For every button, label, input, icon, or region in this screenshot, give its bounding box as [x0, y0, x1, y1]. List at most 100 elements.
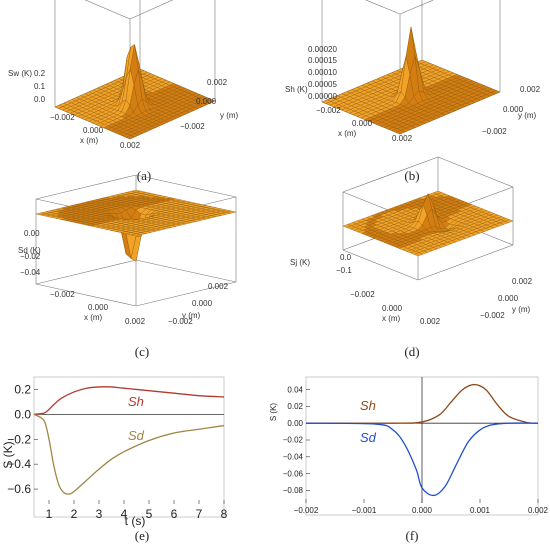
y-tick-d: −0.002	[480, 311, 505, 320]
x-tick-c: 0.000	[88, 303, 109, 312]
caption-d: (d)	[404, 344, 419, 359]
y-tick-b: 0.000	[503, 105, 524, 114]
x-axis-label-b: x (m)	[338, 129, 357, 138]
x-tick-label: 3	[96, 507, 103, 521]
y-tick-label: −0.6	[7, 482, 31, 496]
box-edge	[35, 174, 137, 200]
series-label-sd: Sd	[360, 430, 377, 445]
y-tick-label: −0.4	[7, 457, 31, 471]
z-tick-a: 0.2	[34, 69, 46, 78]
x-tick-c: −0.002	[50, 290, 75, 299]
caption-e: (e)	[135, 528, 149, 543]
surface-plot-a: Sw (K) 0.2 0.1 0.0 −0.002 0.000 0.002 x …	[8, 0, 239, 183]
series-line-sd	[305, 422, 539, 497]
box-edge	[365, 0, 401, 15]
x-tick-d: 0.000	[382, 304, 403, 313]
z-tick-c: −0.02	[20, 252, 41, 261]
x-tick-label: 0.001	[470, 506, 491, 515]
box-edge	[135, 259, 237, 283]
line-chart-e: 0.2 0.0 −0.2 −0.4 −0.6 1 2 3 4 5 6 7 8 Sh Sd S (K) t (…	[1, 376, 228, 543]
box-edge	[417, 244, 514, 281]
line-chart-f: 0.04 0.02 0.00 −0.02 −0.04 −0.06 −0.08 −0.002 −0…	[269, 376, 549, 543]
z-tick-b: 0.00020	[308, 45, 337, 54]
plot-area-f: 0.04 0.02 0.00 −0.02 −0.04 −0.06 −0.08 −0.002 −0…	[283, 377, 549, 515]
y-tick-label: −0.04	[283, 452, 304, 461]
caption-a: (a)	[137, 168, 151, 183]
box-edge	[135, 281, 237, 307]
box-edge	[35, 283, 137, 307]
y-axis-label-a: y (m)	[220, 111, 239, 120]
z-tick-c: 0.00	[24, 229, 40, 238]
plot-frame-e	[33, 376, 225, 518]
x-tick-a: −0.002	[50, 113, 75, 122]
surface-facet	[395, 130, 406, 135]
y-tick-label: 0.04	[287, 385, 303, 394]
x-tick-c: 0.002	[125, 317, 146, 326]
y-tick-label: 0.2	[14, 382, 31, 396]
surface-c	[35, 189, 237, 262]
x-tick-label: 6	[171, 507, 178, 521]
y-tick-a: 0.002	[207, 78, 228, 87]
z-axis-label-c: Sd (K)	[18, 246, 41, 255]
caption-c: (c)	[135, 344, 149, 359]
surface-facet	[125, 135, 135, 140]
box-edge	[129, 0, 174, 20]
box-edge	[84, 0, 131, 20]
x-tick-label: 4	[121, 507, 128, 521]
x-tick-label: 7	[196, 507, 203, 521]
y-axis-label-e: S (K)	[1, 441, 15, 468]
z-tick-a: 0.1	[34, 82, 46, 91]
surface-plot-d: Sj (K) 0.0 −0.1 −0.002 0.000 0.002 x (m)…	[290, 156, 533, 359]
y-tick-a: 0.000	[196, 97, 217, 106]
y-tick-b: 0.002	[520, 85, 541, 94]
z-tick-b: 0.00015	[308, 56, 337, 65]
series-label-sh: Sh	[360, 398, 376, 413]
x-tick-b: −0.002	[316, 106, 341, 115]
z-axis-label-b: Sh (K)	[285, 85, 308, 94]
x-tick-label: 0.000	[412, 506, 433, 515]
surface-plot-c: Sd (K) 0.00 −0.02 −0.04 −0.002 0.000 0.0…	[18, 174, 237, 359]
x-tick-label: 1	[46, 507, 53, 521]
z-tick-b: 0.00005	[308, 80, 337, 89]
x-tick-label: 5	[146, 507, 153, 521]
surface-b	[321, 26, 501, 135]
x-axis-label-c: x (m)	[84, 313, 103, 322]
surface-d	[342, 190, 514, 257]
y-tick-label: −0.02	[283, 436, 304, 445]
box-edge	[342, 156, 439, 193]
box-edge	[437, 156, 514, 188]
series-label-sh: Sh	[128, 394, 144, 409]
x-tick-label: −0.002	[294, 506, 319, 515]
x-axis-label-d: x (m)	[382, 314, 401, 323]
y-tick-label: −0.06	[283, 469, 304, 478]
x-tick-label: 0.002	[528, 506, 549, 515]
z-tick-d: 0.0	[340, 253, 352, 262]
series-line-sh	[33, 386, 225, 415]
caption-f: (f)	[406, 528, 419, 543]
x-tick-label: −0.001	[352, 506, 377, 515]
x-tick-d: 0.002	[420, 317, 441, 326]
series-line-sh	[305, 383, 539, 424]
x-axis-label-a: x (m)	[80, 136, 99, 145]
y-tick-label: 0.0	[14, 407, 31, 421]
y-tick-label: 0.00	[287, 419, 303, 428]
series-line-sd	[33, 413, 225, 495]
box-edge	[35, 259, 137, 285]
y-tick-c: −0.002	[168, 317, 193, 326]
y-tick-d: 0.002	[512, 277, 533, 286]
z-axis-label-a: Sw (K)	[8, 69, 32, 78]
x-tick-label: 2	[71, 507, 78, 521]
x-tick-a: 0.000	[83, 126, 104, 135]
z-tick-d: −0.1	[336, 266, 352, 275]
z-tick-b: 0.00000	[308, 92, 337, 101]
y-axis-label-f: S (K)	[269, 403, 278, 422]
y-tick-label: −0.2	[7, 432, 31, 446]
y-tick-d: 0.000	[498, 294, 519, 303]
surface-a	[54, 44, 216, 140]
y-tick-c: 0.000	[192, 299, 213, 308]
y-axis-label-b: y (m)	[518, 111, 537, 120]
z-tick-a: 0.0	[34, 95, 46, 104]
y-tick-c: 0.002	[208, 282, 229, 291]
x-tick-label: 8	[221, 507, 228, 521]
